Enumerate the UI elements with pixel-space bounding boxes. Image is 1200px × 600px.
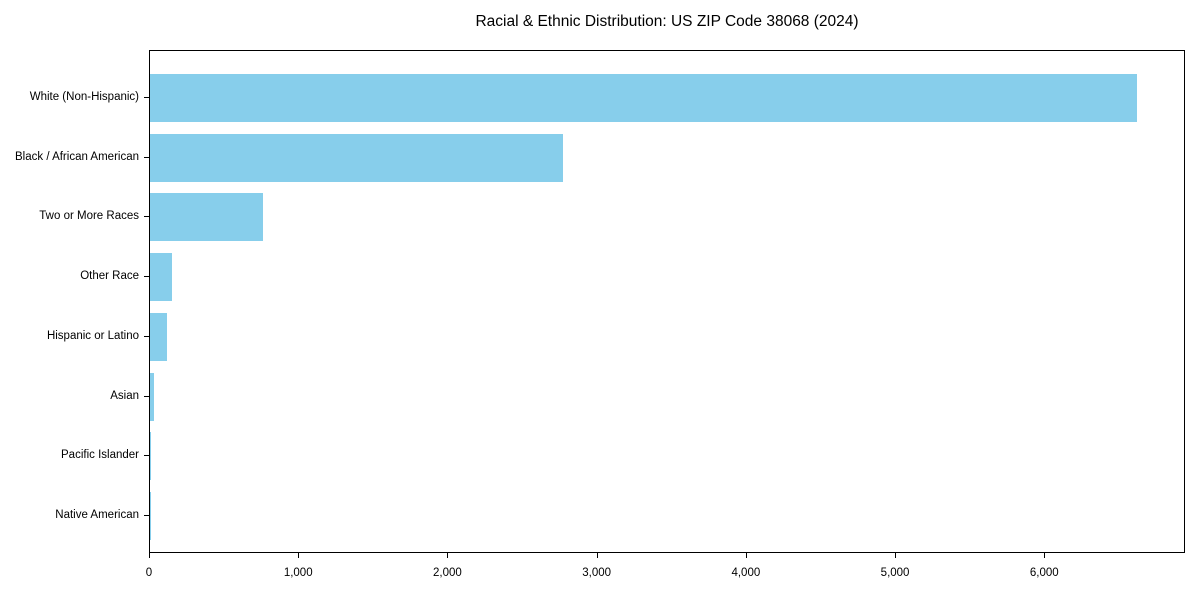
y-tick-label-native-american: Native American (55, 508, 139, 521)
x-tick-mark (895, 553, 897, 558)
x-tick-label: 6,000 (1029, 567, 1059, 579)
bar-black-african-american (150, 133, 564, 182)
x-tick-label: 5,000 (880, 567, 910, 579)
y-tick-mark (144, 455, 149, 457)
y-tick-mark (144, 514, 149, 516)
y-tick-mark (144, 156, 149, 158)
x-tick-label: 0 (145, 567, 153, 579)
x-tick-label: 2,000 (433, 567, 462, 579)
plot-area (149, 50, 1185, 553)
bar-two-or-more-races (150, 193, 263, 242)
bar-white-non-hispanic (150, 74, 1137, 122)
y-tick-label-black-african-american: Black / African American (15, 150, 139, 163)
y-tick-label-asian: Asian (110, 389, 139, 402)
x-tick-mark (298, 553, 300, 558)
y-tick-label-other-race: Other Race (80, 270, 139, 283)
y-tick-label-pacific-islander: Pacific Islander (61, 449, 139, 462)
x-tick-mark (745, 553, 747, 558)
x-tick-mark (149, 553, 150, 558)
y-tick-label-hispanic-or-latino: Hispanic or Latino (46, 329, 139, 342)
x-tick-label: 3,000 (582, 567, 612, 579)
bar-hispanic-or-latino (150, 312, 167, 361)
x-tick-label: 1,000 (283, 567, 313, 579)
y-tick-mark (144, 276, 149, 278)
bar-other-race (150, 253, 172, 302)
bar-asian (150, 372, 155, 421)
bar-pacific-islander (150, 432, 151, 481)
x-tick-mark (1044, 553, 1046, 558)
y-tick-mark (144, 97, 149, 98)
y-tick-mark (144, 335, 149, 337)
chart-title: Racial & Ethnic Distribution: US ZIP Cod… (475, 13, 859, 30)
y-tick-label-two-or-more-races: Two or More Races (39, 210, 139, 223)
y-tick-mark (144, 395, 149, 397)
x-tick-mark (596, 553, 598, 558)
x-tick-label: 4,000 (731, 567, 761, 579)
x-tick-mark (447, 553, 449, 558)
y-tick-mark (144, 216, 149, 218)
y-tick-label-white-non-hispanic: White (Non-Hispanic) (29, 91, 139, 103)
